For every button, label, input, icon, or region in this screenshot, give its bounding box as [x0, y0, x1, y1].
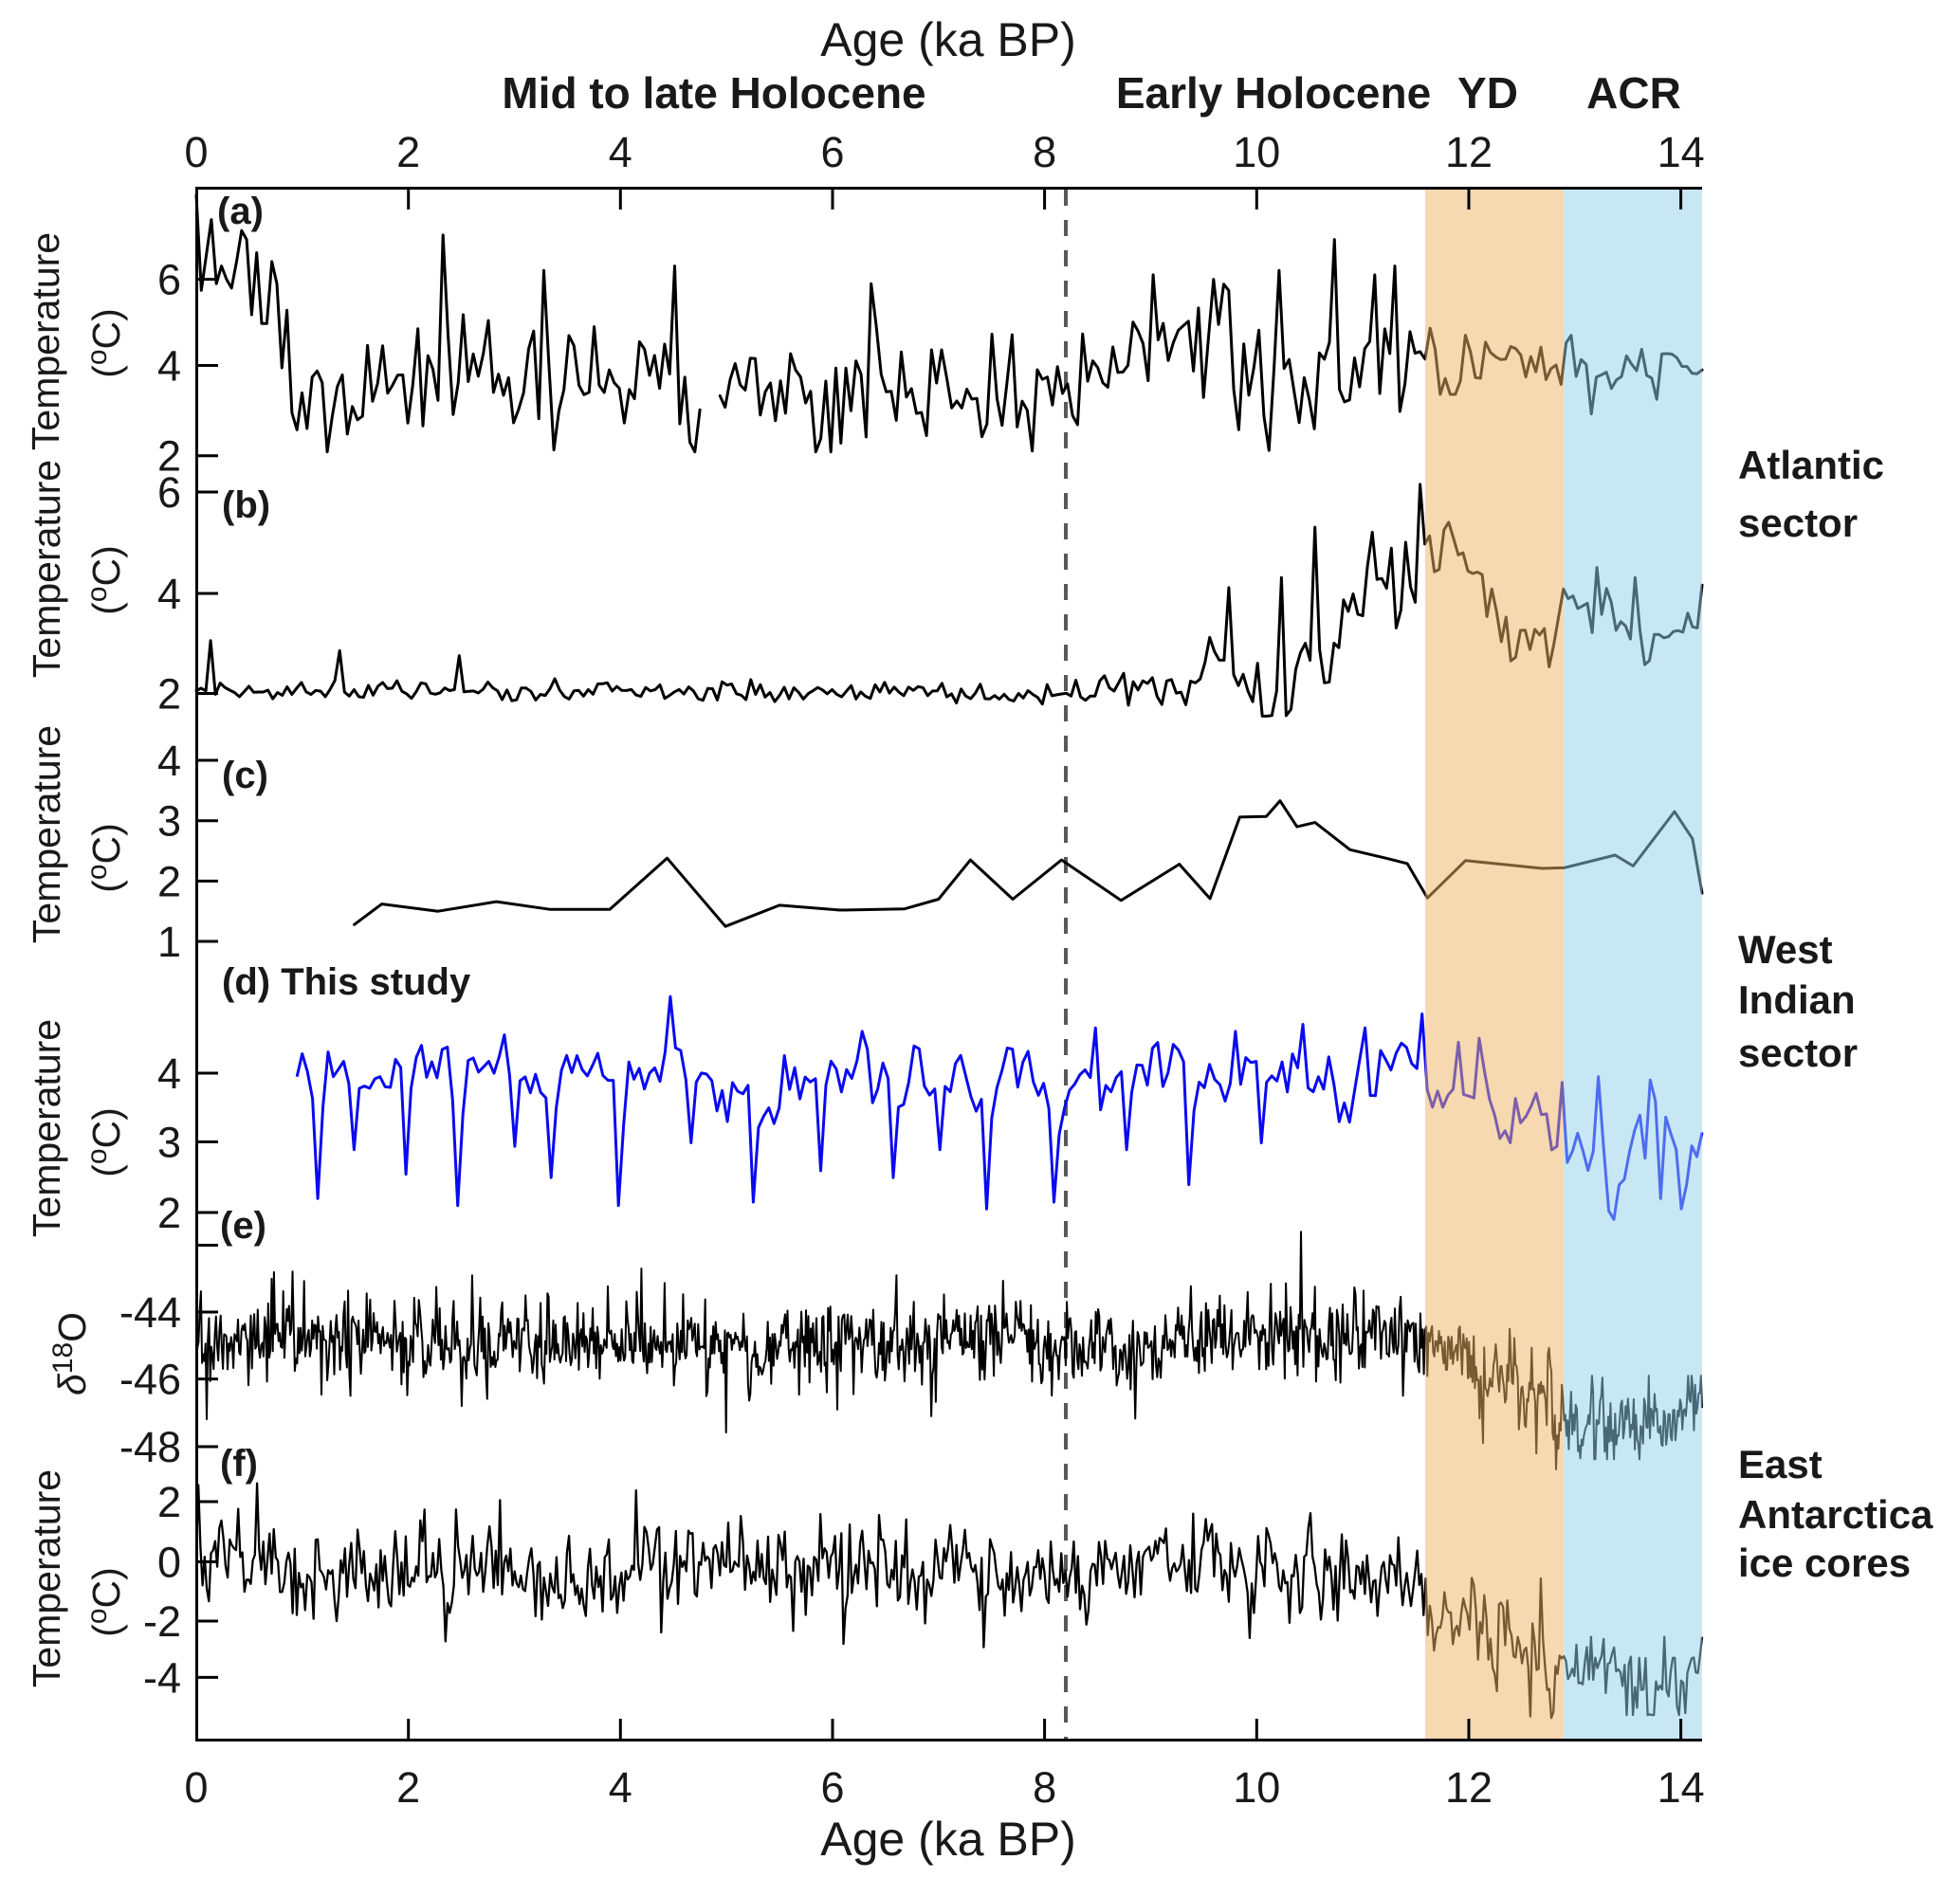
- svg-text:2: 2: [157, 670, 181, 719]
- svg-text:(d) This study: (d) This study: [222, 961, 471, 1003]
- svg-text:(e): (e): [220, 1205, 266, 1247]
- svg-text:2: 2: [396, 1763, 420, 1812]
- svg-text:0: 0: [184, 128, 208, 176]
- svg-text:Antarctica: Antarctica: [1738, 1492, 1933, 1537]
- svg-text:Temperature: Temperature: [24, 232, 67, 450]
- svg-text:δ18O: δ18O: [47, 1312, 94, 1395]
- svg-text:3: 3: [157, 1119, 181, 1167]
- svg-text:(b): (b): [222, 484, 270, 526]
- svg-text:Temperature: Temperature: [25, 1019, 68, 1237]
- svg-text:2: 2: [157, 1478, 181, 1526]
- svg-text:6: 6: [820, 1763, 844, 1812]
- svg-text:2: 2: [396, 128, 420, 176]
- svg-text:(c): (c): [222, 755, 268, 796]
- svg-text:Age (ka BP): Age (ka BP): [820, 1813, 1076, 1866]
- svg-text:4: 4: [157, 342, 181, 391]
- svg-text:West: West: [1738, 927, 1833, 972]
- svg-text:4: 4: [157, 1049, 181, 1098]
- svg-text:East: East: [1738, 1442, 1823, 1486]
- svg-text:4: 4: [609, 1763, 632, 1812]
- svg-text:4: 4: [609, 128, 632, 176]
- svg-text:14: 14: [1658, 128, 1705, 176]
- svg-text:(oC): (oC): [82, 823, 128, 893]
- svg-text:4: 4: [157, 570, 181, 618]
- svg-text:-44: -44: [119, 1288, 181, 1337]
- svg-text:ACR: ACR: [1586, 68, 1681, 118]
- svg-text:Temperature: Temperature: [25, 460, 68, 678]
- svg-text:Temperature: Temperature: [25, 725, 68, 943]
- svg-text:1: 1: [157, 918, 181, 966]
- svg-text:2: 2: [157, 432, 181, 481]
- svg-text:3: 3: [157, 797, 181, 846]
- svg-text:(f): (f): [220, 1443, 258, 1485]
- svg-text:Mid to late Holocene: Mid to late Holocene: [502, 68, 925, 118]
- svg-text:8: 8: [1033, 1763, 1056, 1812]
- svg-text:(oC): (oC): [82, 308, 128, 378]
- svg-text:12: 12: [1445, 128, 1493, 176]
- svg-text:YD: YD: [1457, 68, 1518, 118]
- svg-text:Atlantic: Atlantic: [1738, 443, 1884, 487]
- svg-text:6: 6: [157, 468, 181, 517]
- svg-text:0: 0: [157, 1538, 181, 1586]
- svg-text:12: 12: [1445, 1763, 1493, 1812]
- svg-text:4: 4: [157, 737, 181, 785]
- svg-text:ice cores: ice cores: [1738, 1541, 1911, 1585]
- svg-text:8: 8: [1033, 128, 1056, 176]
- svg-text:6: 6: [820, 128, 844, 176]
- svg-text:(oC): (oC): [82, 1107, 128, 1177]
- svg-text:-46: -46: [119, 1356, 181, 1404]
- svg-text:(oC): (oC): [82, 545, 128, 615]
- svg-text:-4: -4: [143, 1653, 181, 1702]
- svg-text:2: 2: [157, 857, 181, 905]
- svg-text:Indian: Indian: [1738, 977, 1856, 1022]
- svg-text:0: 0: [184, 1763, 208, 1812]
- svg-text:-2: -2: [143, 1597, 181, 1646]
- svg-text:6: 6: [157, 256, 181, 304]
- svg-text:-48: -48: [119, 1423, 181, 1471]
- svg-text:14: 14: [1658, 1763, 1705, 1812]
- svg-text:(a): (a): [217, 191, 264, 232]
- svg-text:2: 2: [157, 1189, 181, 1237]
- svg-text:sector: sector: [1738, 1030, 1858, 1075]
- svg-text:sector: sector: [1738, 501, 1858, 545]
- svg-text:Early Holocene: Early Holocene: [1116, 68, 1431, 118]
- svg-text:10: 10: [1233, 128, 1280, 176]
- svg-text:(oC): (oC): [82, 1567, 128, 1637]
- svg-text:10: 10: [1233, 1763, 1280, 1812]
- svg-text:Temperature: Temperature: [25, 1469, 68, 1687]
- svg-text:Age (ka BP): Age (ka BP): [820, 13, 1076, 66]
